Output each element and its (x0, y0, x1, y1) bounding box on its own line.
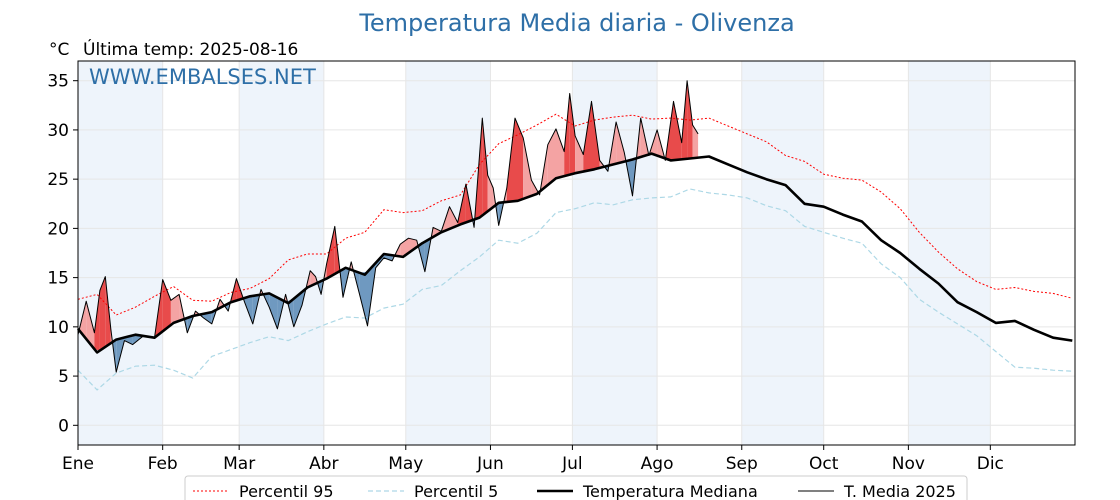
below-median-fill (359, 271, 368, 326)
y-tick-label: 30 (47, 121, 69, 141)
chart-title: Temperatura Media diaria - Olivenza (358, 9, 794, 37)
above-median-fill (449, 206, 458, 229)
x-tick-label: Abr (309, 454, 338, 474)
above-median-fill (162, 279, 171, 332)
above-median-fill (569, 93, 576, 175)
x-tick-label: Mar (223, 454, 255, 474)
above-median-fill (94, 290, 100, 351)
y-axis: 0 5 10 15 20 25 30 35 (47, 72, 78, 436)
above-median-fill (487, 175, 494, 212)
above-median-fill (575, 135, 584, 174)
legend-label: Percentil 95 (239, 482, 334, 500)
percentile-5-line (77, 188, 1073, 391)
month-band-nov (908, 61, 991, 445)
y-tick-label: 10 (47, 318, 69, 338)
month-bands (78, 61, 991, 445)
above-median-fill (326, 226, 335, 279)
x-tick-label: Jul (561, 454, 583, 474)
above-median-fill (547, 128, 556, 185)
x-tick-label: Sep (726, 454, 758, 474)
above-median-fill (673, 101, 682, 161)
above-median-fill (583, 101, 592, 172)
y-tick-label: 0 (58, 416, 69, 436)
month-band-sep (741, 61, 824, 445)
month-band-may (405, 61, 491, 445)
x-tick-label: Jun (476, 454, 504, 474)
legend-label: Temperatura Mediana (582, 482, 758, 500)
y-tick-label: 35 (47, 72, 69, 92)
plot-frame (77, 60, 1076, 446)
above-median-fill (310, 270, 316, 287)
x-tick-label: Ago (641, 454, 674, 474)
legend-box (184, 475, 968, 500)
above-median-fill (692, 125, 699, 159)
above-median-fill (556, 128, 565, 179)
above-median-fill (482, 118, 488, 216)
series-lines (76, 80, 1073, 391)
x-tick-label: Ene (62, 454, 94, 474)
x-tick-label: Feb (148, 454, 178, 474)
last-temp-label: Última temp: 2025-08-16 (83, 38, 298, 60)
month-band-ene (78, 61, 163, 445)
x-tick-label: Nov (892, 454, 925, 474)
x-tick-label: May (388, 454, 423, 474)
legend-label: T. Media 2025 (843, 482, 956, 500)
above-median-fill (99, 276, 106, 351)
legend-label: Percentil 5 (414, 482, 498, 500)
above-median-fill (564, 93, 570, 177)
watermark: WWW.EMBALSES.NET (89, 65, 316, 89)
below-median-fill (269, 293, 278, 329)
y-tick-label: 20 (47, 219, 69, 239)
current-year-line (77, 80, 699, 373)
x-tick-label: Dic (977, 454, 1004, 474)
x-axis: Ene Feb Mar Abr May Jun Jul Ago Sep Oct Nov Dic (62, 445, 1004, 474)
above-median-fill (408, 238, 417, 253)
x-tick-label: Oct (809, 454, 839, 474)
above-median-fill (79, 301, 87, 339)
below-median-fill (293, 292, 302, 327)
unit-label: °C (49, 40, 69, 60)
percentile-95-line (77, 113, 1073, 316)
legend: Percentil 95 Percentil 5 Temperatura Media… (184, 475, 968, 500)
below-median-fill (244, 295, 253, 324)
month-band-jul (572, 61, 658, 445)
above-median-fill (515, 118, 524, 202)
y-tick-label: 25 (47, 170, 69, 190)
y-tick-label: 15 (47, 269, 69, 289)
below-median-fill (203, 312, 212, 324)
above-median-fill (170, 294, 180, 325)
above-median-fill (86, 301, 95, 350)
month-band-mar (239, 61, 324, 445)
above-median-fill (523, 137, 532, 199)
y-tick-label: 5 (58, 367, 69, 387)
above-median-fill (616, 122, 625, 164)
